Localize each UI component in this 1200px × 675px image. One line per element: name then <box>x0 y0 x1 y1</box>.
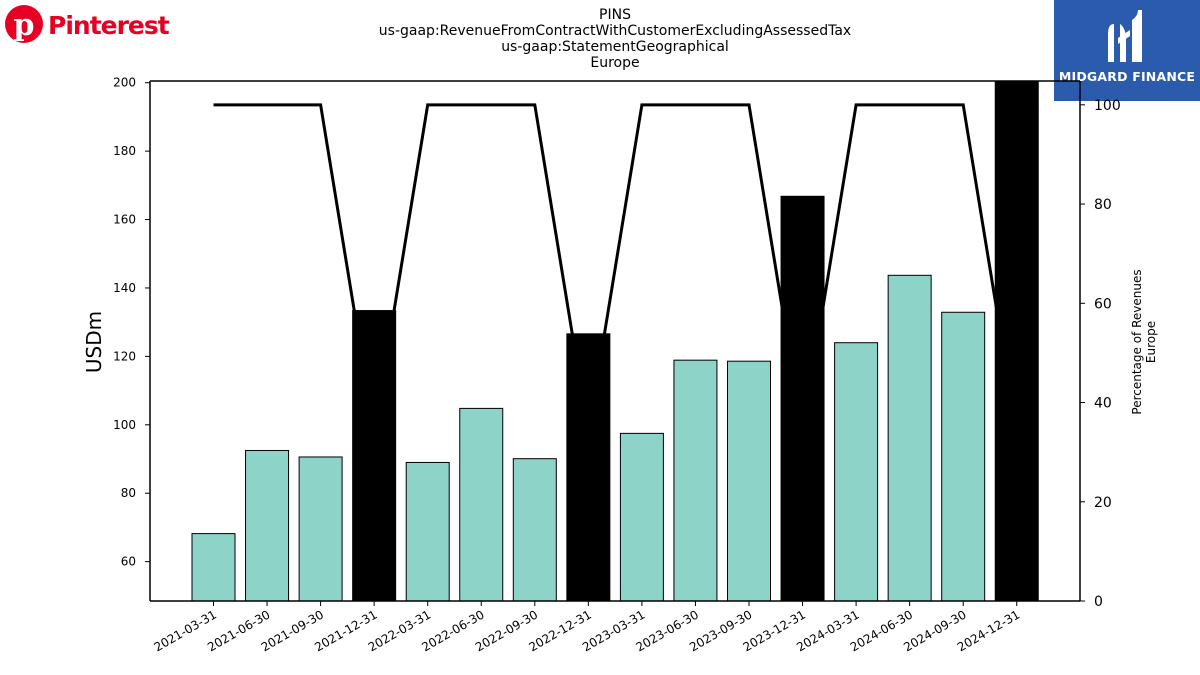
y2-tick-label: 0 <box>1094 594 1103 610</box>
chart-titles: PINS us-gaap:RevenueFromContractWithCust… <box>315 7 915 71</box>
midgard-emblem-icon <box>1108 10 1142 62</box>
svg-text:p: p <box>14 8 35 43</box>
y-tick-label: 100 <box>113 418 136 432</box>
chart-subtitle-line-2: us-gaap:StatementGeographical <box>501 39 729 55</box>
y-tick-label: 80 <box>121 486 136 500</box>
y2-axis-label-line-1: Percentage of Revenues <box>1130 269 1144 414</box>
percentage-line <box>213 103 1019 433</box>
y2-tick-label: 60 <box>1094 296 1112 312</box>
bar-2024-09-30 <box>941 311 986 601</box>
bar-2023-09-30 <box>727 360 771 601</box>
y2-tick-label: 80 <box>1094 197 1112 213</box>
y-tick-label: 160 <box>113 213 136 227</box>
bar-2024-03-31 <box>834 342 879 601</box>
y2-tick-label: 100 <box>1094 98 1121 114</box>
y-tick-label: 180 <box>113 144 136 158</box>
bar-2021-12-31 <box>352 310 397 601</box>
bar-2021-06-30 <box>245 449 290 601</box>
pinterest-wordmark: Pinterest <box>48 11 170 40</box>
chart-title: PINS <box>599 7 631 23</box>
pinterest-p-icon: p <box>5 5 43 43</box>
bar-2023-12-31 <box>780 195 825 601</box>
chart-subtitle-line-3: Europe <box>590 55 640 71</box>
pinterest-logo: p Pinterest <box>5 5 171 43</box>
y-tick-label: 60 <box>121 555 136 569</box>
y2-tick-label: 40 <box>1094 396 1112 412</box>
midgard-finance-logo: MIDGARD FINANCE <box>1054 0 1200 101</box>
bar-2022-03-31 <box>405 461 450 601</box>
midgard-finance-wordmark: MIDGARD FINANCE <box>1058 69 1196 84</box>
chart-subtitle-line-1: us-gaap:RevenueFromContractWithCustomerE… <box>378 23 852 39</box>
bar-2023-03-31 <box>619 432 664 601</box>
bar-2021-03-31 <box>191 533 236 601</box>
y-tick-label: 120 <box>113 349 136 363</box>
y-axis-label: USDm <box>82 311 106 373</box>
y2-axis-label-line-2: Europe <box>1144 321 1158 363</box>
bar-2022-09-30 <box>512 458 557 601</box>
bar-2022-12-31 <box>566 333 611 601</box>
y2-tick-label: 20 <box>1094 495 1112 511</box>
bar-2021-09-30 <box>298 456 343 601</box>
bar-2023-06-30 <box>673 359 718 601</box>
y-tick-label: 140 <box>113 281 136 295</box>
y-tick-label: 200 <box>113 76 136 90</box>
bar-2024-06-30 <box>887 274 932 601</box>
bar-2022-06-30 <box>459 407 504 601</box>
